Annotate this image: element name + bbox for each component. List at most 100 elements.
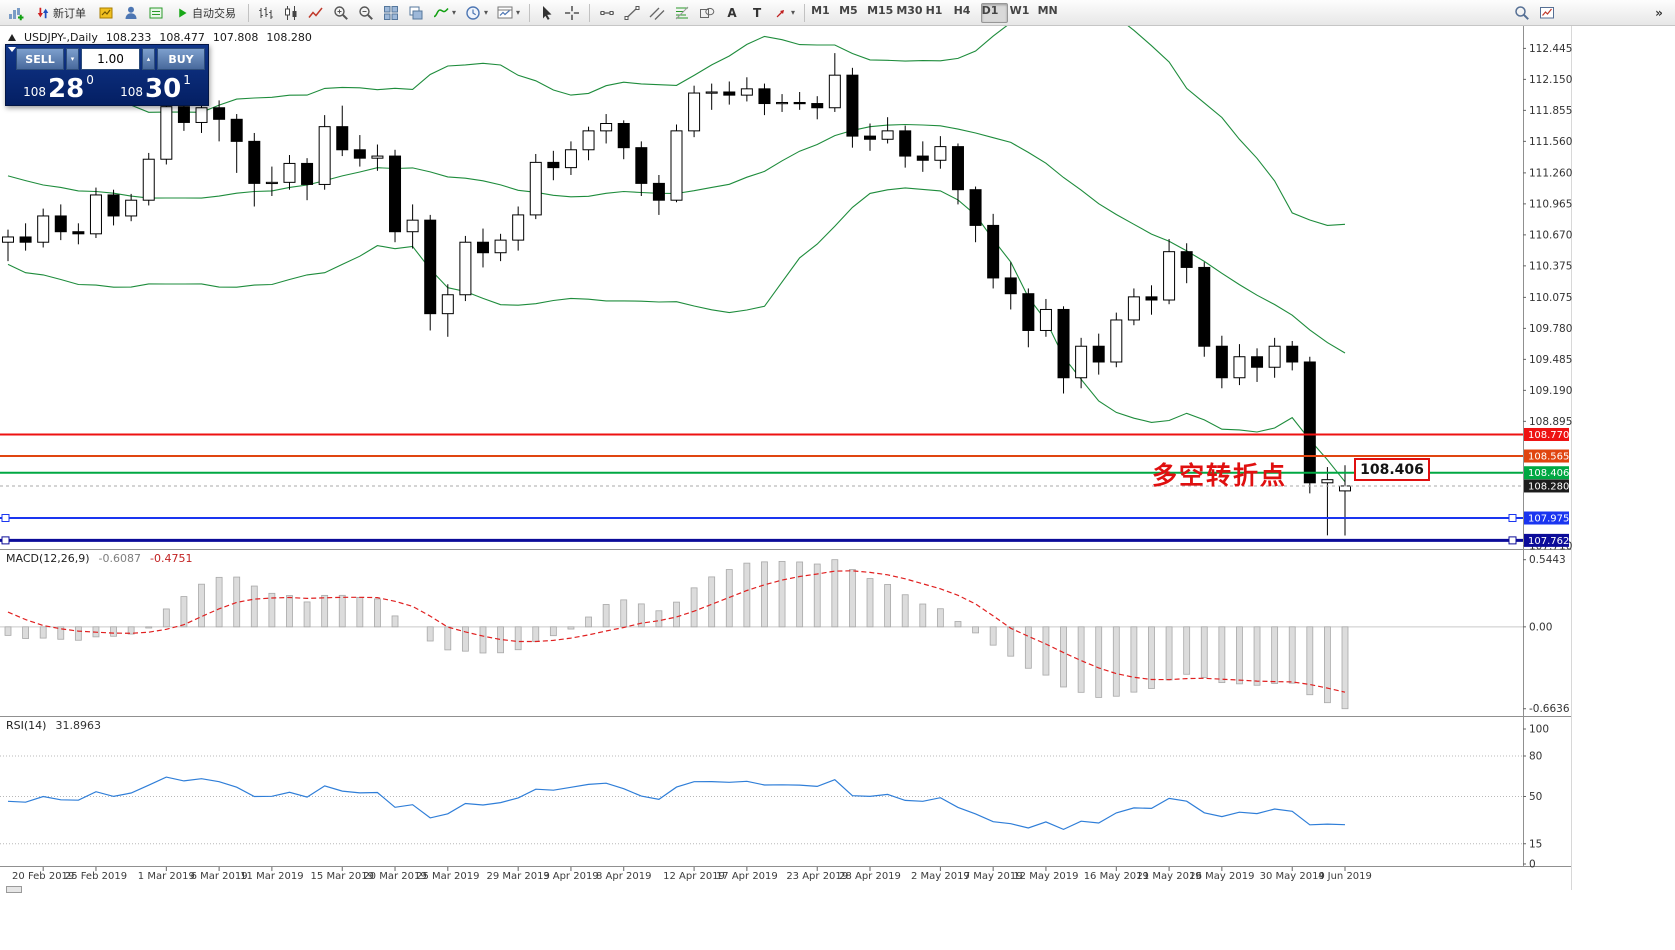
svg-text:8 Apr 2019: 8 Apr 2019 bbox=[596, 871, 651, 882]
timeframe-h1-button[interactable]: H1 bbox=[925, 3, 943, 17]
line-chart-icon bbox=[308, 7, 323, 18]
shapes-icon bbox=[700, 7, 715, 18]
volume-input[interactable]: 1.00 bbox=[81, 48, 140, 70]
new-chart-button[interactable] bbox=[4, 2, 28, 24]
svg-text:26 May 2019: 26 May 2019 bbox=[1189, 871, 1254, 882]
timeframe-m5-button[interactable]: M5 bbox=[839, 3, 858, 17]
price-scale[interactable]: 112.445 112.150 111.855 111.560 111.260 110.9… bbox=[1523, 43, 1572, 871]
label-tool-button[interactable]: T bbox=[745, 2, 769, 24]
template-chart-icon bbox=[497, 6, 513, 18]
auto-trading-play-icon bbox=[179, 8, 187, 17]
cascade-windows-icon bbox=[409, 6, 423, 19]
terminal-button[interactable] bbox=[144, 2, 168, 24]
crosshair-icon bbox=[565, 5, 580, 20]
svg-text:110.670: 110.670 bbox=[1529, 229, 1572, 241]
new-order-button[interactable]: 新订单 bbox=[29, 2, 93, 24]
text-tool-button[interactable]: A bbox=[720, 2, 744, 24]
svg-text:109.485: 109.485 bbox=[1529, 354, 1572, 366]
svg-text:110.075: 110.075 bbox=[1529, 292, 1572, 304]
volume-decrement-button[interactable]: ▾ bbox=[66, 48, 79, 70]
pane-separators bbox=[0, 26, 1572, 890]
bid-price[interactable]: 108 28 0 bbox=[10, 71, 107, 102]
navigator-button[interactable] bbox=[119, 2, 143, 24]
horizontal-levels[interactable] bbox=[0, 433, 1523, 545]
svg-text:1 Mar 2019: 1 Mar 2019 bbox=[138, 871, 195, 882]
svg-text:107.975: 107.975 bbox=[1528, 514, 1569, 525]
macd-label: MACD(12,26,9) bbox=[6, 552, 90, 565]
svg-text:0: 0 bbox=[1529, 859, 1536, 871]
toolbar-separator bbox=[804, 3, 806, 22]
timeframe-w1-button[interactable]: W1 bbox=[1009, 3, 1030, 17]
svg-text:16 May 2019: 16 May 2019 bbox=[1084, 871, 1149, 882]
templates-button[interactable]: ▾ bbox=[493, 2, 524, 24]
bar-chart-button[interactable] bbox=[254, 2, 278, 24]
svg-text:23 Apr 2019: 23 Apr 2019 bbox=[786, 871, 848, 882]
timeframe-m15-button[interactable]: M15 bbox=[867, 3, 894, 17]
svg-text:25 Feb 2019: 25 Feb 2019 bbox=[65, 871, 127, 882]
bar-chart-icon bbox=[259, 6, 273, 19]
candlestick-icon bbox=[285, 5, 297, 20]
svg-text:108.280: 108.280 bbox=[1528, 481, 1569, 492]
equidistant-channel-icon bbox=[649, 7, 665, 20]
timeframe-mn-button[interactable]: MN bbox=[1037, 3, 1058, 17]
macd-header: MACD(12,26,9) -0.6087 -0.4751 bbox=[6, 552, 192, 565]
turning-point-annotation: 多空转折点 bbox=[1152, 461, 1288, 490]
svg-text:20 Mar 2019: 20 Mar 2019 bbox=[363, 871, 426, 882]
search-button[interactable] bbox=[1510, 2, 1534, 24]
svg-text:6 Mar 2019: 6 Mar 2019 bbox=[191, 871, 248, 882]
new-order-label: 新订单 bbox=[53, 6, 86, 20]
svg-text:15: 15 bbox=[1529, 838, 1542, 850]
svg-text:4 Jun 2019: 4 Jun 2019 bbox=[1318, 871, 1372, 882]
chevron-down-icon: ▾ bbox=[484, 7, 489, 17]
symbol-title: USDJPY-,Daily bbox=[24, 31, 98, 44]
crosshair-button[interactable] bbox=[560, 2, 584, 24]
zoom-in-button[interactable] bbox=[329, 2, 353, 24]
svg-text:50: 50 bbox=[1529, 791, 1542, 803]
quick-chart-button[interactable] bbox=[1535, 2, 1559, 24]
trendline-button[interactable] bbox=[620, 2, 644, 24]
arrow-tools-button[interactable]: ▾ bbox=[770, 2, 799, 24]
main-toolbar: 新订单 自动交易 ▾ ▾ ▾ bbox=[0, 0, 1675, 26]
channel-button[interactable] bbox=[645, 2, 669, 24]
shapes-button[interactable] bbox=[695, 2, 719, 24]
toolbar-separator bbox=[589, 3, 591, 22]
chevron-down-icon: ▾ bbox=[516, 7, 521, 17]
timeframe-d1-button[interactable]: D1 bbox=[980, 2, 1008, 23]
buy-button[interactable]: BUY bbox=[157, 48, 205, 70]
rsi-label: RSI(14) bbox=[6, 719, 47, 732]
toolbar-overflow-button[interactable]: » bbox=[1647, 2, 1671, 24]
chart-window-icon bbox=[8, 34, 16, 41]
chart-hscroll-thumb[interactable] bbox=[6, 886, 22, 893]
line-chart-button[interactable] bbox=[304, 2, 328, 24]
timeframe-m1-button[interactable]: M1 bbox=[811, 3, 830, 17]
cursor-button[interactable] bbox=[535, 2, 559, 24]
timeframe-m30-button[interactable]: M30 bbox=[896, 3, 923, 17]
candlestick-chart-button[interactable] bbox=[279, 2, 303, 24]
label-tool-icon: T bbox=[752, 5, 762, 20]
candles bbox=[2, 53, 1351, 536]
rsi-header: RSI(14) 31.8963 bbox=[6, 719, 101, 732]
panel-collapse-arrow[interactable] bbox=[8, 47, 16, 52]
svg-text:111.560: 111.560 bbox=[1529, 136, 1572, 148]
toolbar-separator bbox=[248, 3, 249, 22]
bid-pip-digit: 0 bbox=[86, 73, 94, 87]
svg-text:28 Apr 2019: 28 Apr 2019 bbox=[839, 871, 901, 882]
indicators-button[interactable]: ▾ bbox=[429, 2, 460, 24]
rsi-levels bbox=[0, 755, 1523, 845]
text-tool-icon: A bbox=[727, 5, 737, 20]
timeframe-h4-button[interactable]: H4 bbox=[953, 3, 971, 17]
horizontal-line-button[interactable] bbox=[595, 2, 619, 24]
auto-trading-button[interactable]: 自动交易 bbox=[169, 2, 243, 24]
sell-button[interactable]: SELL bbox=[16, 48, 64, 70]
volume-increment-button[interactable]: ▴ bbox=[142, 48, 155, 70]
zoom-out-button[interactable] bbox=[354, 2, 378, 24]
svg-text:30 May 2019: 30 May 2019 bbox=[1260, 871, 1325, 882]
fibonacci-button[interactable] bbox=[670, 2, 694, 24]
ask-price[interactable]: 108 30 1 bbox=[107, 71, 204, 102]
market-watch-button[interactable] bbox=[94, 2, 118, 24]
periods-button[interactable]: ▾ bbox=[461, 2, 492, 24]
tile-windows-button[interactable] bbox=[379, 2, 403, 24]
cascade-windows-button[interactable] bbox=[404, 2, 428, 24]
